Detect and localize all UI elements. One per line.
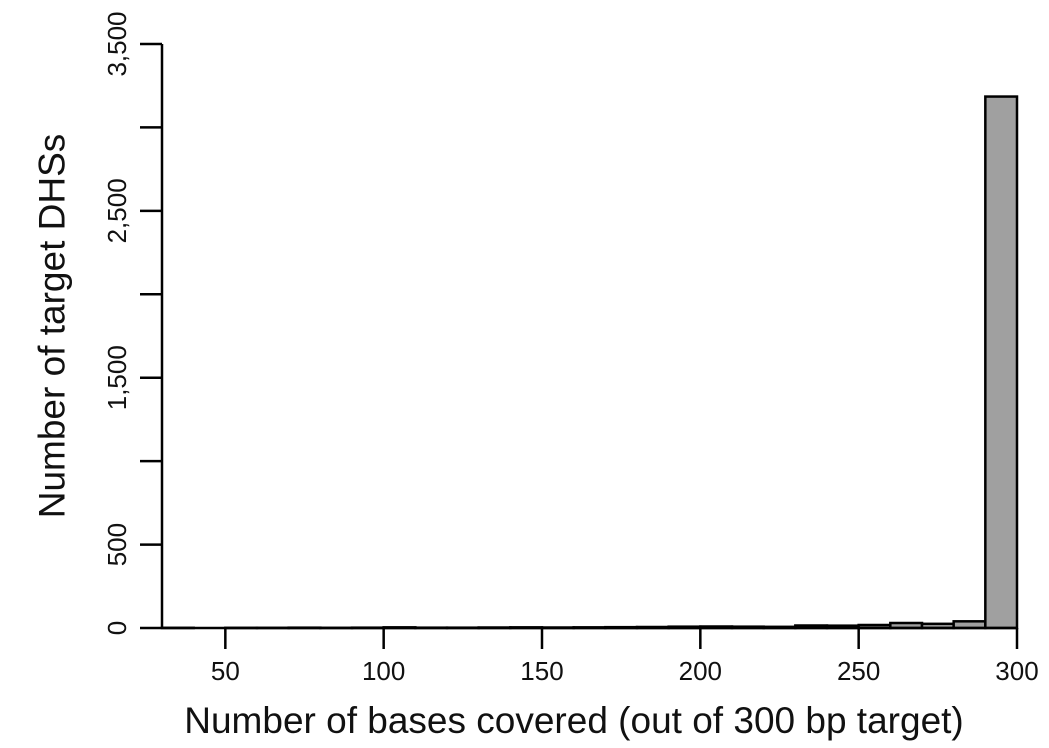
y-tick-label: 0: [102, 621, 132, 635]
bars-group: [160, 95, 1019, 630]
y-tick-label: 500: [102, 523, 132, 566]
y-tick-label: 2,500: [102, 178, 132, 243]
x-axis-title: Number of bases covered (out of 300 bp t…: [184, 700, 964, 741]
x-tick-label: 50: [211, 656, 240, 686]
x-tick-label: 150: [520, 656, 563, 686]
histogram-bar: [984, 95, 1019, 630]
x-tick-label: 100: [362, 656, 405, 686]
x-axis: 50 100 150 200 250 300: [162, 626, 1039, 686]
y-axis-title: Number of target DHSs: [32, 134, 73, 519]
x-tick-label: 250: [837, 656, 880, 686]
x-tick-label: 200: [679, 656, 722, 686]
y-axis: 0 500 1,500 2,500 3,500: [102, 11, 164, 635]
y-tick-label: 3,500: [102, 11, 132, 76]
x-tick-label: 300: [995, 656, 1038, 686]
y-tick-label: 1,500: [102, 345, 132, 410]
